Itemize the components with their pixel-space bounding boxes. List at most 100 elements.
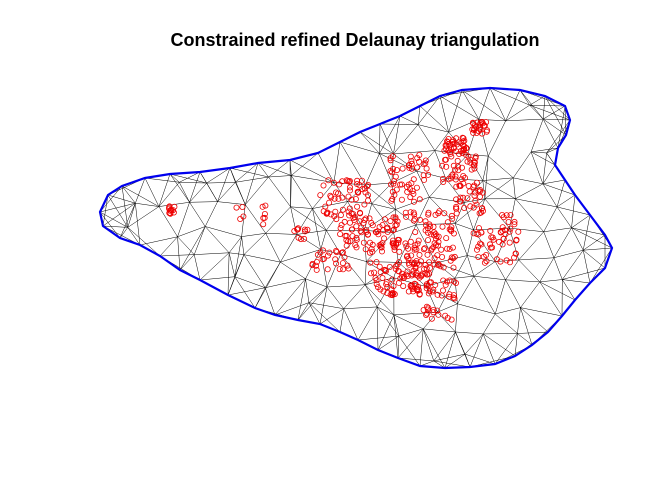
data-point xyxy=(466,188,473,195)
mesh-edge xyxy=(495,313,518,334)
data-point xyxy=(412,242,419,249)
mesh-edge xyxy=(542,179,566,185)
data-point xyxy=(423,303,430,310)
mesh-edge xyxy=(228,236,242,253)
mesh-edge xyxy=(365,182,392,186)
mesh-edge xyxy=(429,196,456,224)
data-point xyxy=(441,156,448,163)
mesh-edge xyxy=(543,118,571,121)
data-point xyxy=(262,202,269,209)
data-point xyxy=(426,221,433,228)
mesh-edge xyxy=(158,173,171,207)
mesh-edge xyxy=(121,185,160,207)
data-point xyxy=(434,291,441,298)
mesh-edge xyxy=(305,278,310,303)
mesh-edge xyxy=(505,104,530,122)
mesh-edge xyxy=(482,333,496,365)
data-point xyxy=(424,251,431,258)
mesh-edge xyxy=(297,278,306,321)
mesh-edge xyxy=(107,194,129,228)
mesh-edge xyxy=(291,175,334,183)
data-point xyxy=(451,295,458,302)
data-point xyxy=(367,270,374,277)
data-point xyxy=(389,276,396,283)
data-point xyxy=(402,240,409,247)
data-point xyxy=(390,180,397,187)
mesh-edge xyxy=(379,123,394,155)
mesh-edge xyxy=(478,87,491,120)
mesh-edge xyxy=(505,259,519,280)
data-point xyxy=(470,129,477,136)
data-point xyxy=(167,206,174,213)
data-point xyxy=(397,181,404,188)
data-point xyxy=(339,194,346,201)
mesh-edge xyxy=(520,307,563,317)
mesh-edge xyxy=(543,206,558,232)
data-point xyxy=(497,229,504,236)
data-point xyxy=(475,187,482,194)
data-point xyxy=(461,204,468,211)
data-point xyxy=(431,261,438,268)
data-point xyxy=(324,266,331,273)
mesh-edge xyxy=(562,279,576,301)
data-point xyxy=(406,261,413,268)
data-point xyxy=(395,236,402,243)
data-point xyxy=(349,233,356,240)
data-point xyxy=(503,212,510,219)
data-point xyxy=(391,191,398,198)
data-point xyxy=(346,187,353,194)
data-point xyxy=(352,195,359,202)
mesh-edge xyxy=(473,261,496,277)
mesh-edge xyxy=(434,132,449,151)
data-point xyxy=(452,176,459,183)
mesh-edge xyxy=(391,170,417,184)
data-point xyxy=(413,184,420,191)
mesh-edge xyxy=(127,227,161,257)
mesh-edge xyxy=(489,87,530,106)
mesh-edge xyxy=(473,275,506,281)
mesh-edge xyxy=(494,228,510,262)
data-point xyxy=(373,277,380,284)
data-point xyxy=(419,270,426,277)
data-point xyxy=(439,162,446,169)
data-point xyxy=(415,286,422,293)
mesh-edge xyxy=(177,236,181,271)
mesh-edge xyxy=(513,151,532,178)
mesh-edge xyxy=(437,278,456,313)
data-point xyxy=(421,245,428,252)
data-point xyxy=(356,218,363,225)
data-point xyxy=(499,227,506,234)
data-point xyxy=(338,249,345,256)
data-point xyxy=(410,198,417,205)
data-point xyxy=(345,208,352,215)
data-point xyxy=(426,259,433,266)
mesh-edge xyxy=(217,201,246,205)
mesh-edge xyxy=(433,360,471,368)
mesh-edge xyxy=(139,236,178,246)
mesh-edge xyxy=(234,276,266,288)
data-point xyxy=(348,196,355,203)
data-point xyxy=(427,231,434,238)
mesh-edge xyxy=(179,226,206,271)
mesh-edge xyxy=(289,159,291,207)
mesh-edge xyxy=(437,312,456,333)
data-point xyxy=(475,243,482,250)
data-point xyxy=(428,315,435,322)
data-point xyxy=(407,194,414,201)
data-point xyxy=(260,221,267,228)
mesh-edge xyxy=(326,284,366,288)
data-point xyxy=(332,256,339,263)
mesh-edge xyxy=(529,95,546,106)
mesh-edge xyxy=(393,277,427,287)
mesh-edge xyxy=(179,182,190,203)
data-point xyxy=(416,216,423,223)
data-point xyxy=(465,153,472,160)
data-point xyxy=(391,246,398,253)
data-point xyxy=(410,176,417,183)
mesh-edge xyxy=(199,252,230,281)
mesh-edge xyxy=(204,201,218,227)
data-point xyxy=(361,201,368,208)
data-point xyxy=(383,225,390,232)
mesh-edge xyxy=(363,230,367,262)
data-point xyxy=(443,245,450,252)
